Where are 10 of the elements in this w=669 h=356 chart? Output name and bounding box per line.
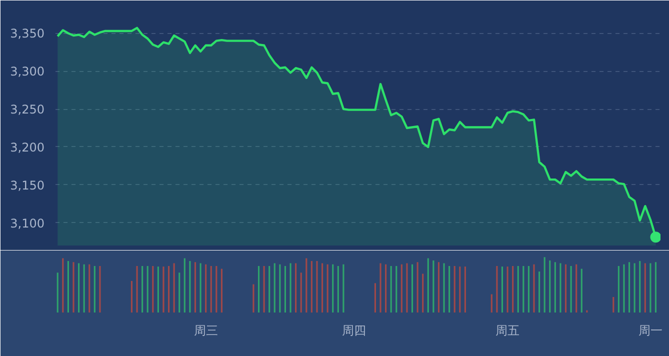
y-tick-label: 3,150 <box>10 178 45 192</box>
x-tick-label: 周三 <box>194 324 218 338</box>
y-tick-label: 3,100 <box>10 216 45 230</box>
x-tick-label: 周一 <box>638 324 662 338</box>
x-tick-label: 周五 <box>496 324 520 338</box>
y-tick-label: 3,200 <box>10 140 45 154</box>
y-tick-label: 3,250 <box>10 102 45 117</box>
y-tick-label: 3,350 <box>10 26 45 41</box>
y-tick-label: 3,300 <box>10 64 45 79</box>
x-tick-label: 周四 <box>342 324 366 338</box>
